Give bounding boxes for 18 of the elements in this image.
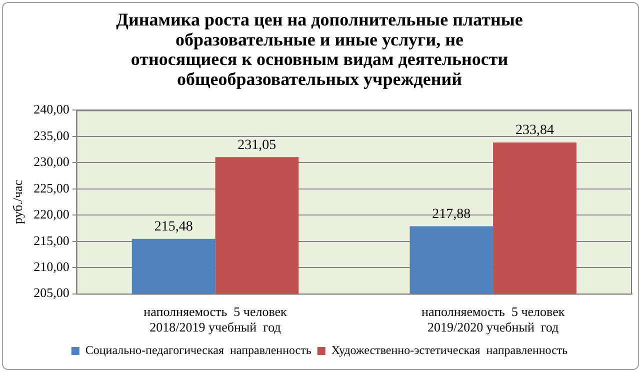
data-label: 233,84 [516, 123, 554, 138]
y-tick-label: 220,00 [34, 206, 70, 222]
x-tick-label: наполняемость 5 человек 2019/2020 учебный год [422, 304, 566, 335]
y-tick-label: 215,00 [34, 232, 70, 248]
y-tick-label: 235,00 [34, 128, 70, 143]
y-tick-label: 230,00 [34, 154, 70, 170]
y-tick-label: 225,00 [34, 180, 70, 196]
data-label: 217,88 [432, 206, 471, 222]
data-label: 215,48 [154, 219, 193, 234]
y-axis-title: руб./час [10, 180, 26, 224]
y-tick-label: 205,00 [34, 285, 70, 300]
y-tick-label: 240,00 [34, 102, 70, 117]
x-tick-label: наполняемость 5 человек 2018/2019 учебный год [144, 304, 288, 335]
data-label: 231,05 [238, 138, 276, 153]
legend-label: Социально-педагогическая направленность [85, 343, 312, 358]
legend-label: Художественно-эстетическая направленность [331, 343, 568, 358]
chart-title: Динамика роста цен на дополнительные платные образовательные и иные услуги, не относящиеся к основным видам деятельности общеобразовательных учреждений [116, 10, 523, 89]
y-tick-label: 210,00 [34, 258, 70, 274]
